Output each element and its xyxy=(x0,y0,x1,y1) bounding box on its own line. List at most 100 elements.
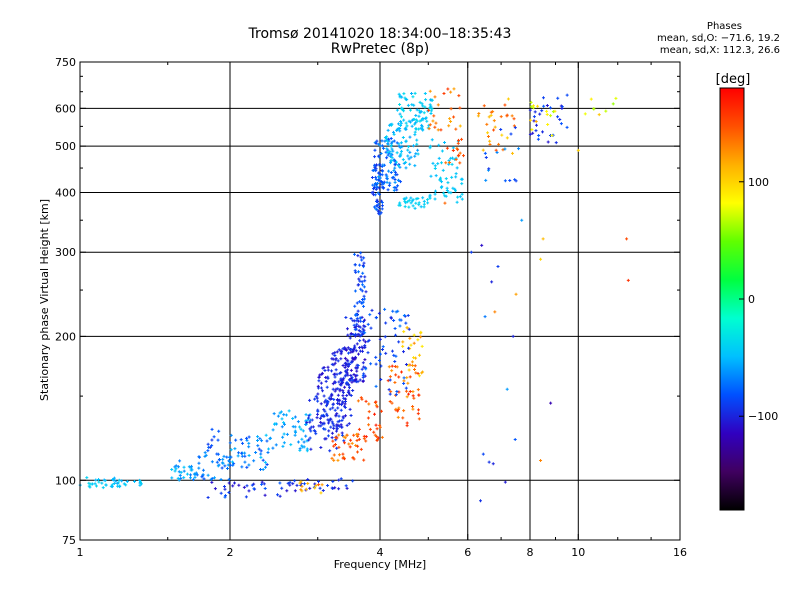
data-point xyxy=(314,432,318,436)
colorbar-tick-label: 100 xyxy=(748,176,769,189)
data-point xyxy=(439,128,443,132)
data-point xyxy=(178,473,182,477)
data-point xyxy=(337,487,341,491)
data-point xyxy=(278,494,282,498)
data-point xyxy=(362,294,366,298)
data-point xyxy=(291,482,295,486)
data-point xyxy=(405,376,409,380)
data-point xyxy=(247,445,251,449)
data-point xyxy=(353,346,357,350)
data-point xyxy=(433,166,437,170)
data-point xyxy=(316,412,320,416)
data-point xyxy=(399,120,403,124)
data-point xyxy=(305,421,309,425)
data-point xyxy=(532,115,536,119)
data-point xyxy=(225,466,229,470)
data-point xyxy=(377,311,381,315)
data-point xyxy=(404,140,408,144)
data-point xyxy=(326,365,330,369)
data-point xyxy=(103,479,107,483)
data-point xyxy=(223,494,227,498)
data-point xyxy=(124,483,128,487)
data-point xyxy=(345,362,349,366)
data-point xyxy=(234,438,238,442)
data-point xyxy=(410,118,414,122)
data-point xyxy=(320,422,324,426)
data-point xyxy=(348,445,352,449)
data-point xyxy=(315,396,319,400)
data-point xyxy=(344,373,348,377)
data-point xyxy=(349,368,353,372)
data-point xyxy=(409,108,413,112)
data-point xyxy=(454,158,458,162)
data-point xyxy=(302,482,306,486)
data-point xyxy=(349,374,353,378)
data-point xyxy=(133,479,137,483)
data-point xyxy=(359,333,363,337)
data-point xyxy=(373,164,377,168)
data-point xyxy=(394,393,398,397)
data-point xyxy=(339,408,343,412)
data-point xyxy=(247,463,251,467)
data-point xyxy=(444,177,448,181)
data-point xyxy=(190,468,194,472)
data-point xyxy=(358,300,362,304)
data-point xyxy=(240,451,244,455)
data-point xyxy=(333,389,337,393)
data-point xyxy=(264,433,268,437)
data-point xyxy=(541,130,545,134)
y-tick-label: 300 xyxy=(55,246,76,259)
data-point xyxy=(328,397,332,401)
data-point xyxy=(273,422,277,426)
data-point xyxy=(375,200,379,204)
data-point xyxy=(356,444,360,448)
data-point xyxy=(400,106,404,110)
data-point xyxy=(331,357,335,361)
data-point xyxy=(359,287,363,291)
data-point xyxy=(406,103,410,107)
data-point xyxy=(272,412,276,416)
data-point xyxy=(91,482,95,486)
data-point xyxy=(383,335,387,339)
data-point xyxy=(398,165,402,169)
data-point xyxy=(293,489,297,493)
data-point xyxy=(347,422,351,426)
data-point xyxy=(505,114,509,118)
data-point xyxy=(390,401,394,405)
data-point xyxy=(375,405,379,409)
data-point xyxy=(170,476,174,480)
data-point xyxy=(405,424,409,428)
data-point xyxy=(530,128,534,132)
data-point xyxy=(417,201,421,205)
data-point xyxy=(395,390,399,394)
data-point xyxy=(295,483,299,487)
data-point xyxy=(332,453,336,457)
data-point xyxy=(351,378,355,382)
data-point xyxy=(389,316,393,320)
data-point xyxy=(266,451,270,455)
data-point xyxy=(341,391,345,395)
data-point xyxy=(490,280,494,284)
y-tick-label: 600 xyxy=(55,102,76,115)
data-point xyxy=(362,261,366,265)
data-point xyxy=(331,422,335,426)
data-point xyxy=(182,465,186,469)
data-point xyxy=(409,343,413,347)
data-point xyxy=(206,496,210,500)
data-point xyxy=(356,364,360,368)
data-point xyxy=(138,483,142,487)
data-point xyxy=(227,459,231,463)
data-point xyxy=(383,136,387,140)
data-point xyxy=(247,454,251,458)
data-point xyxy=(415,142,419,146)
data-point xyxy=(331,479,335,483)
data-point xyxy=(554,141,558,145)
data-point xyxy=(363,331,367,335)
data-point xyxy=(392,319,396,323)
data-point xyxy=(360,289,364,293)
data-point xyxy=(247,441,251,445)
data-point xyxy=(233,447,237,451)
data-point xyxy=(398,318,402,322)
data-point xyxy=(483,151,487,155)
data-point xyxy=(374,316,378,320)
